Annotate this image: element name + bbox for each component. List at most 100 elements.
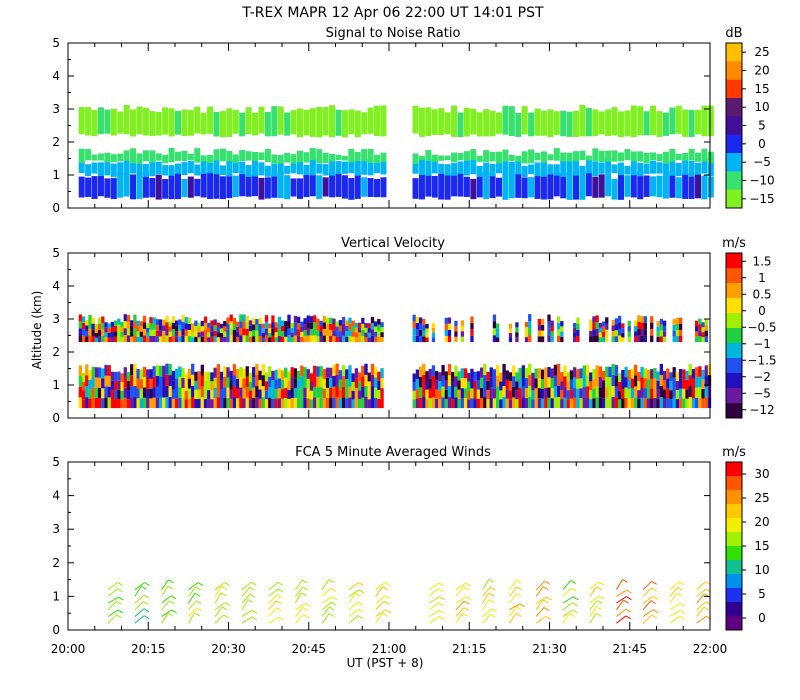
vv-cell [78, 314, 82, 322]
vv-cell [531, 372, 535, 382]
snr-cell [476, 112, 483, 137]
wind-barb-flag [276, 600, 282, 605]
wind-barb [562, 587, 572, 597]
vv-cell [367, 399, 371, 409]
vv-cell [171, 316, 176, 323]
wind-barb [294, 579, 303, 590]
vv-cell [197, 332, 201, 338]
vv-cell [207, 381, 211, 391]
vv-cell [592, 398, 596, 409]
vv-cell [175, 336, 179, 343]
vv-cell [235, 369, 240, 379]
vv-cell [361, 397, 365, 409]
snr-cell [335, 172, 342, 197]
vv-cell [248, 320, 253, 326]
vv-cell [431, 376, 436, 387]
snr-cell [78, 107, 85, 135]
snr-cell [547, 154, 554, 161]
colorbar-label: 25 [754, 45, 769, 59]
vv-cell [425, 337, 429, 343]
vv-cell [592, 388, 596, 399]
snr-cell [547, 109, 554, 138]
wind-barb-flag [194, 612, 200, 617]
vv-cell [364, 337, 368, 343]
vv-cell [678, 329, 683, 336]
snr-cell [290, 178, 297, 197]
vv-cell [268, 366, 272, 377]
wind-barb-flag [652, 609, 659, 614]
colorbar-label: 0 [758, 304, 766, 318]
vv-cell [678, 323, 683, 330]
vv-cell [158, 319, 163, 326]
vv-cell [521, 365, 525, 376]
vv-cell [293, 388, 298, 399]
snr-cell [425, 173, 432, 197]
vv-cell [107, 375, 111, 387]
wind-barb [348, 589, 360, 597]
vv-cell [422, 324, 426, 331]
wind-barb [696, 593, 705, 604]
snr-cell [142, 172, 149, 198]
vv-cell [601, 336, 606, 343]
vv-cell [216, 375, 221, 387]
wind-barb-flag [463, 586, 469, 591]
vv-cell [284, 326, 288, 332]
vv-cell [290, 327, 294, 333]
vv-cell [277, 378, 282, 389]
snr-cell [650, 105, 657, 136]
wind-barb [562, 602, 573, 611]
vv-cell [528, 321, 532, 329]
vv-cell [325, 335, 330, 343]
snr-cell [528, 164, 535, 175]
snr-cell [425, 157, 432, 176]
vv-cell [595, 365, 599, 377]
wind-barb [642, 614, 653, 624]
vv-cell [226, 323, 230, 330]
wind-barb [562, 580, 572, 591]
vv-cell [650, 369, 654, 379]
wind-barb-flag [170, 595, 177, 600]
snr-cell [97, 107, 104, 135]
snr-cell [444, 112, 451, 135]
vv-cell [219, 323, 224, 329]
vv-cell [309, 390, 314, 400]
vv-cell [255, 319, 259, 325]
vv-cell [573, 332, 577, 338]
vv-cell [370, 329, 375, 336]
vv-cell [528, 397, 532, 409]
wind-barb [642, 609, 654, 617]
vv-cell [547, 387, 551, 398]
vv-cell [91, 366, 95, 378]
wind-barb-flag [542, 586, 549, 591]
snr-cell [239, 161, 246, 175]
colorbar-label: 5 [758, 587, 766, 601]
vv-cell [309, 329, 314, 336]
vv-cell [614, 375, 619, 387]
vv-cell [155, 324, 160, 331]
vv-cell [601, 321, 606, 327]
snr-cell [104, 152, 111, 163]
wind-barb-flag [465, 582, 472, 587]
vv-cell [178, 366, 182, 377]
vv-cell [142, 366, 147, 378]
vv-cell [245, 376, 249, 388]
colorbar-swatch [726, 403, 742, 419]
wind-barb-flag [623, 599, 629, 604]
vv-cell [659, 397, 664, 409]
vv-cell [662, 380, 667, 390]
vv-cell [467, 399, 471, 409]
vv-cell [637, 372, 641, 382]
vv-cell [303, 318, 307, 325]
snr-cell [162, 179, 169, 199]
vv-cell [280, 325, 285, 332]
vv-cell [467, 390, 471, 400]
vv-cell [621, 323, 625, 329]
vv-cell [338, 325, 343, 332]
vv-cell [139, 331, 143, 337]
vv-cell [203, 322, 208, 330]
vv-cell [184, 317, 188, 324]
vv-cell [165, 315, 169, 323]
snr-cell [252, 112, 259, 136]
snr-cell [117, 111, 124, 134]
wind-barb-flag [169, 600, 175, 605]
